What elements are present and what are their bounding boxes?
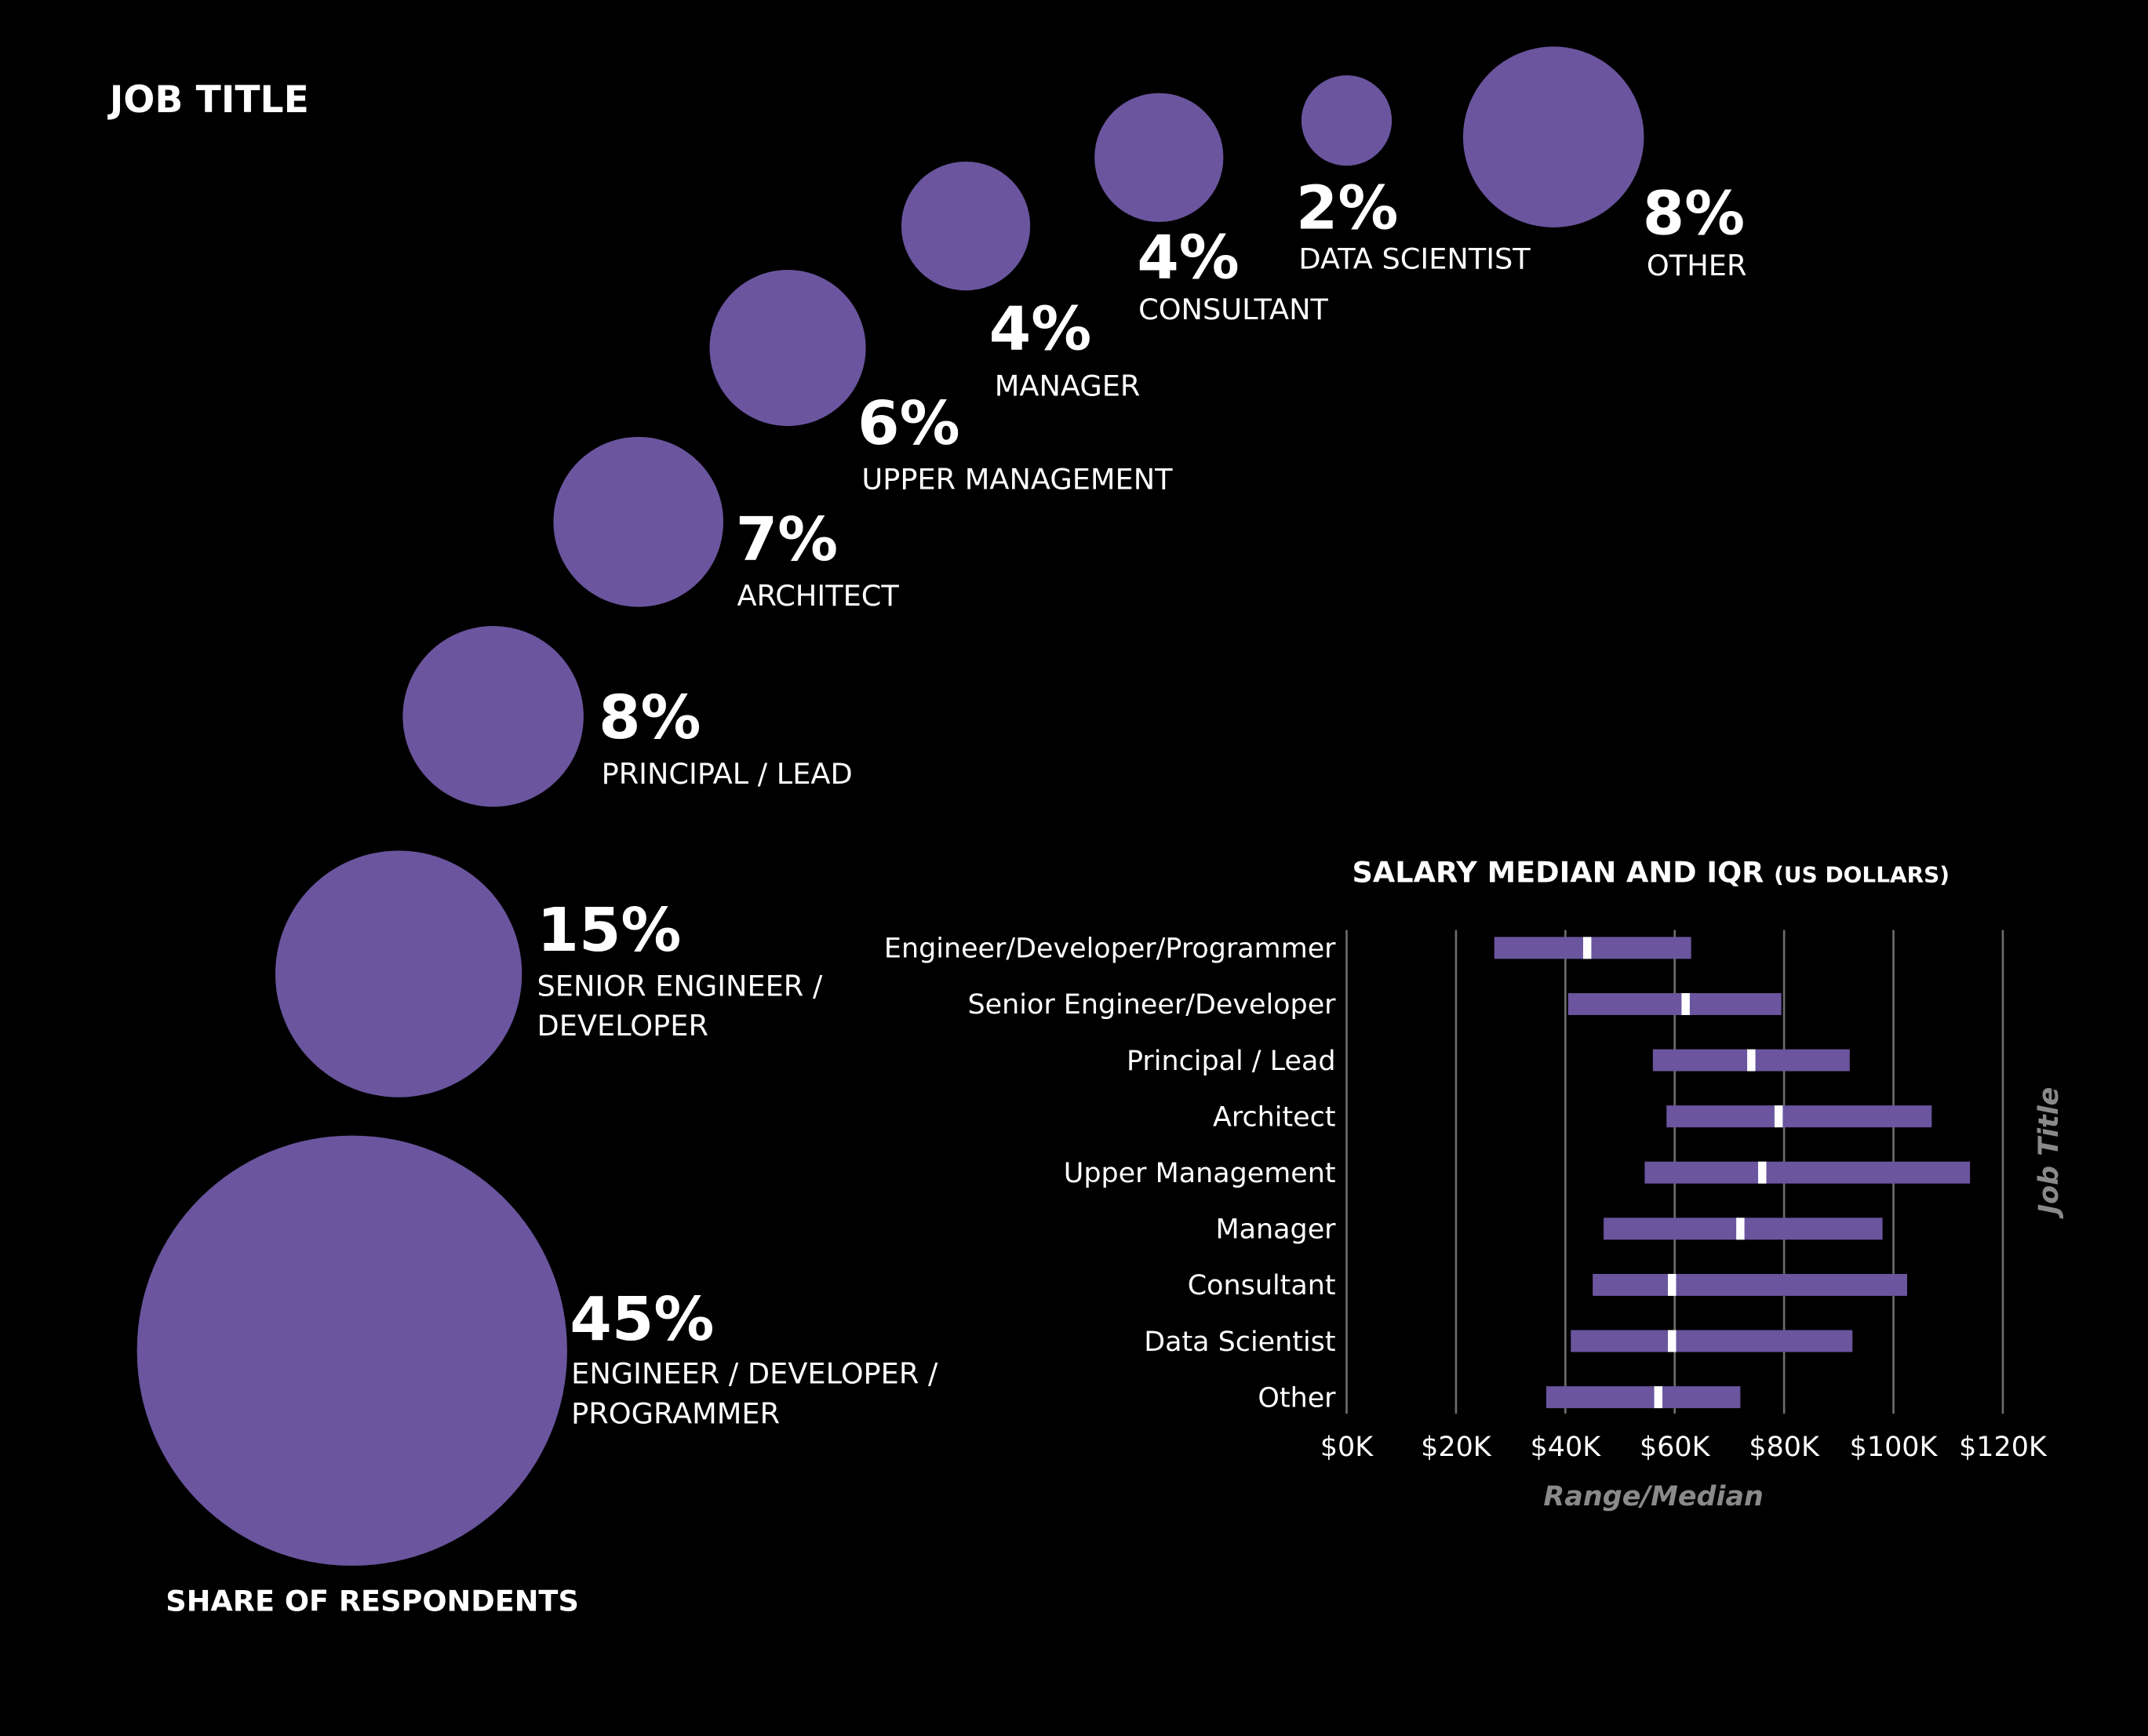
bubble-category-label: MANAGER xyxy=(994,369,1141,403)
x-tick-label: $20K xyxy=(1421,1432,1492,1463)
bubble-value-label: 7% xyxy=(735,505,839,576)
median-marker xyxy=(1681,992,1690,1015)
share-of-respondents-caption: SHARE OF RESPONDENTS xyxy=(166,1585,579,1618)
bubble-architect xyxy=(553,437,723,607)
x-tick-label: $40K xyxy=(1531,1432,1602,1463)
bubble-other xyxy=(1462,46,1644,227)
bubble-category-label: SENIOR ENGINEER / DEVELOPER xyxy=(537,970,823,1043)
bubble-senior-engineer-developer xyxy=(275,850,522,1098)
bubble-category-label: UPPER MANAGEMENT xyxy=(861,463,1173,497)
row-label: Engineer/Developer/Programmer xyxy=(884,934,1336,965)
bubble-category-label: DATA SCIENTIST xyxy=(1298,242,1531,275)
bubble-value-label: 4% xyxy=(988,294,1092,365)
bubble-value-label: 8% xyxy=(599,683,701,754)
bubble-value-label: 15% xyxy=(537,896,682,966)
median-marker xyxy=(1774,1105,1783,1128)
bubble-consultant xyxy=(1094,93,1223,222)
y-axis-title: Job Title xyxy=(2033,1087,2065,1219)
bubble-category-label: ENGINEER / DEVELOPER / PROGRAMMER xyxy=(571,1357,938,1431)
iqr-bar xyxy=(1666,1105,1932,1128)
bubble-engineer-developer-programmer xyxy=(137,1136,567,1566)
median-marker xyxy=(1758,1161,1767,1184)
median-marker xyxy=(1582,937,1592,959)
iqr-bar xyxy=(1567,992,1782,1015)
bubble-value-label: 8% xyxy=(1642,179,1746,249)
bubble-upper-management xyxy=(709,269,866,427)
salary-title-main: SALARY MEDIAN AND IQR xyxy=(1352,856,1764,890)
bubble-principal-lead xyxy=(402,626,584,807)
row-label: Manager xyxy=(1216,1214,1337,1246)
salary-title-unit: (US DOLLARS) xyxy=(1774,861,1950,888)
bubble-value-label: 2% xyxy=(1295,173,1399,244)
median-marker xyxy=(1668,1273,1677,1296)
bubble-value-label: 45% xyxy=(570,1284,715,1355)
iqr-bar xyxy=(1593,1273,1907,1296)
salary-chart-title: SALARY MEDIAN AND IQR (US DOLLARS) xyxy=(1352,856,1950,889)
iqr-bar xyxy=(1644,1161,1971,1184)
median-marker xyxy=(1668,1330,1677,1352)
bubble-data-scientist xyxy=(1301,75,1393,166)
bubble-category-label: CONSULTANT xyxy=(1138,293,1328,326)
bubble-category-label: OTHER xyxy=(1646,249,1747,282)
row-label: Upper Management xyxy=(1064,1158,1336,1189)
row-label: Principal / Lead xyxy=(1127,1046,1336,1077)
row-label: Senior Engineer/Developer xyxy=(968,989,1337,1021)
x-tick-label: $120K xyxy=(1959,1432,2048,1463)
row-label: Architect xyxy=(1213,1101,1336,1133)
bubble-manager xyxy=(901,162,1030,290)
x-tick-label: $60K xyxy=(1640,1432,1711,1463)
median-marker xyxy=(1654,1386,1663,1409)
bubble-value-label: 6% xyxy=(857,388,960,459)
bubble-value-label: 4% xyxy=(1137,223,1240,293)
iqr-bar xyxy=(1571,1330,1853,1352)
iqr-bar xyxy=(1545,1386,1741,1409)
job-title-heading: JOB TITLE xyxy=(109,79,309,122)
bubble-category-label: PRINCIPAL / LEAD xyxy=(601,757,853,791)
x-axis-title: Range/Median xyxy=(1543,1481,1763,1512)
row-label: Consultant xyxy=(1188,1270,1336,1301)
row-label: Other xyxy=(1258,1382,1336,1414)
median-marker xyxy=(1736,1217,1745,1240)
bubble-category-label: ARCHITECT xyxy=(737,579,899,613)
x-tick-label: $80K xyxy=(1749,1432,1820,1463)
x-tick-label: $0K xyxy=(1320,1432,1374,1463)
x-tick-label: $100K xyxy=(1850,1432,1939,1463)
iqr-bar xyxy=(1494,937,1691,959)
median-marker xyxy=(1747,1049,1756,1072)
row-label: Data Scientist xyxy=(1144,1327,1335,1358)
